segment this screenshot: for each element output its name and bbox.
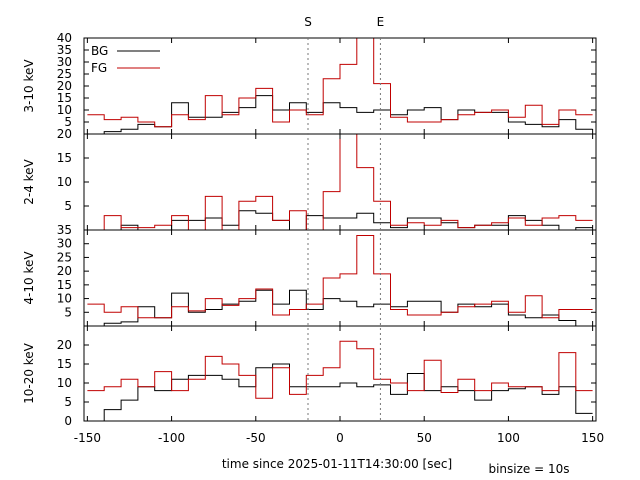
y-axis-label: 4-10 keV — [22, 251, 36, 305]
y-tick-label: 15 — [57, 91, 72, 105]
x-axis-label: time since 2025-01-11T14:30:00 [sec] — [222, 457, 452, 471]
y-tick-label: 5 — [64, 115, 72, 129]
binsize-label: binsize = 10s — [488, 462, 569, 476]
y-axis-label: 2-4 keV — [22, 158, 36, 204]
y-tick-label: 20 — [57, 79, 72, 93]
y-tick-label: 10 — [57, 376, 72, 390]
series-fg-line — [87, 134, 593, 230]
x-tick-label: -150 — [74, 431, 101, 445]
y-tick-label: 30 — [57, 55, 72, 69]
y-axis-label: 3-10 keV — [22, 59, 36, 113]
series-fg-line — [87, 38, 593, 128]
x-tick-label: 100 — [497, 431, 520, 445]
y-tick-label: 15 — [57, 278, 72, 292]
y-tick-label: 5 — [64, 199, 72, 213]
y-tick-label: 20 — [57, 127, 72, 141]
y-tick-label: 10 — [57, 292, 72, 306]
panel-4: 0 5 10 15 20 10-20 keV — [22, 325, 597, 428]
legend-label-fg: FG — [91, 61, 107, 75]
y-tick-label: 25 — [57, 250, 72, 264]
y-tick-label: 5 — [64, 395, 72, 409]
y-tick-label: 5 — [64, 305, 72, 319]
y-tick-label: 10 — [57, 175, 72, 189]
y-tick-label: 35 — [57, 43, 72, 57]
y-tick-label: 10 — [57, 103, 72, 117]
y-axis-label: 10-20 keV — [22, 342, 36, 404]
x-tick-label: 0 — [336, 431, 344, 445]
series-fg-line — [87, 235, 593, 319]
x-tick-label: -50 — [246, 431, 266, 445]
y-tick-label: 25 — [57, 67, 72, 81]
series-bg-line — [87, 210, 593, 230]
panel-frame — [83, 37, 597, 135]
x-tick-label: 50 — [417, 431, 432, 445]
series-bg-line — [87, 95, 593, 134]
marker-e-label: E — [377, 15, 385, 29]
panel-frame — [83, 325, 597, 422]
y-tick-label: 20 — [57, 338, 72, 352]
marker-s-label: S — [304, 15, 312, 29]
legend-label-bg: BG — [91, 44, 108, 58]
x-tick-label: -100 — [158, 431, 185, 445]
series-bg-line — [87, 289, 593, 326]
y-tick-label: 15 — [57, 357, 72, 371]
y-tick-label: 40 — [57, 31, 72, 45]
series-bg-line — [87, 363, 593, 421]
y-tick-label: 20 — [57, 264, 72, 278]
x-tick-label: 150 — [581, 431, 604, 445]
series-fg-line — [87, 340, 593, 399]
panel-2: 5 10 15 20 2-4 keV — [22, 127, 597, 231]
y-tick-label: 35 — [57, 223, 72, 237]
y-tick-label: 30 — [57, 237, 72, 251]
y-tick-label: 15 — [57, 151, 72, 165]
y-tick-label: 0 — [64, 414, 72, 428]
